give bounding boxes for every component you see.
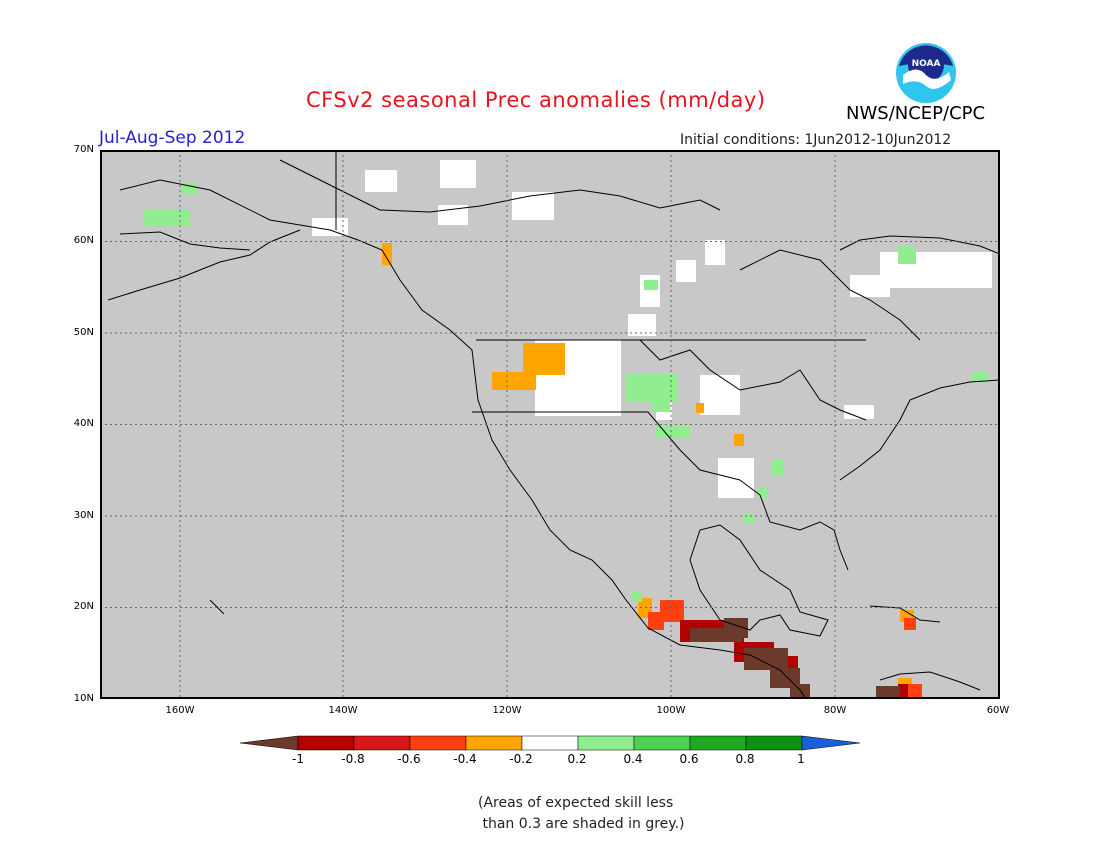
lat-tick-label: 50N: [73, 327, 94, 338]
very-dry-areas: [690, 618, 900, 699]
lat-tick-label: 10N: [73, 693, 94, 704]
colorbar-label: -1: [292, 752, 304, 766]
colorbar-cell: [745, 735, 803, 751]
colorbar-arrow-high: [801, 735, 861, 751]
lon-tick-label: 60W: [986, 705, 1010, 716]
lat-tick-label: 40N: [73, 418, 94, 429]
lat-tick-label: 70N: [73, 144, 94, 155]
lon-tick-label: 80W: [823, 705, 847, 716]
colorbar-cell: [577, 735, 635, 751]
colorbar-label: 1: [797, 752, 805, 766]
forecast-period: Jul-Aug-Sep 2012: [99, 128, 246, 148]
colorbar-cell: [297, 735, 355, 751]
precipitation-map: [100, 150, 1000, 699]
colorbar-cell: [633, 735, 691, 751]
lat-tick-label: 60N: [73, 235, 94, 246]
lon-tick-label: 160W: [165, 705, 195, 716]
colorbar-label: 0.8: [735, 752, 755, 766]
lat-tick-label: 30N: [73, 510, 94, 521]
colorbar: [240, 735, 861, 751]
colorbar-label: -0.2: [509, 752, 533, 766]
colorbar-label: 0.2: [567, 752, 587, 766]
colorbar-cell: [521, 735, 579, 751]
lat-tick-label: 20N: [73, 601, 94, 612]
colorbar-cell: [353, 735, 411, 751]
agency-label: NWS/NCEP/CPC: [846, 103, 986, 124]
lon-tick-label: 100W: [656, 705, 686, 716]
skill-note: (Areas of expected skill less than 0.3 a…: [478, 795, 685, 832]
colorbar-label: -0.6: [397, 752, 421, 766]
colorbar-cell: [689, 735, 747, 751]
colorbar-label: 0.4: [623, 752, 643, 766]
chart-title: CFSv2 seasonal Prec anomalies (mm/day): [306, 88, 766, 112]
colorbar-label: -0.8: [341, 752, 365, 766]
colorbar-arrow-low: [240, 735, 299, 751]
initial-conditions: Initial conditions: 1Jun2012-10Jun2012: [680, 132, 952, 148]
logo-text: NOAA: [912, 59, 941, 69]
gridlines: [100, 150, 1000, 699]
colorbar-label: -0.4: [453, 752, 477, 766]
lon-tick-label: 120W: [492, 705, 522, 716]
colorbar-cell: [465, 735, 523, 751]
lon-tick-label: 140W: [328, 705, 358, 716]
wet-anomaly-areas: [144, 184, 988, 602]
noaa-logo: NOAA: [896, 43, 956, 103]
colorbar-cell: [409, 735, 467, 751]
colorbar-label: 0.6: [679, 752, 699, 766]
